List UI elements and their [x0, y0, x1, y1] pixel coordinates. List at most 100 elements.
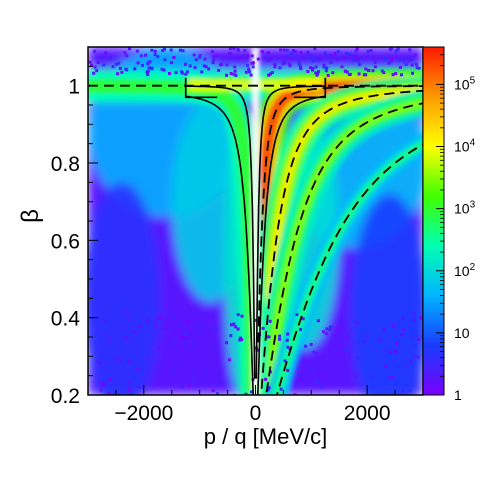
- noise-pixel: [232, 73, 236, 76]
- noise-pixel: [152, 350, 155, 354]
- noise-pixel: [413, 354, 417, 358]
- noise-pixel: [283, 61, 287, 65]
- noise-pixel: [333, 51, 337, 55]
- noise-pixel: [228, 51, 232, 55]
- noise-pixel: [396, 47, 400, 51]
- noise-pixel: [373, 65, 377, 69]
- noise-pixel: [342, 56, 346, 60]
- noise-pixel: [173, 331, 177, 335]
- noise-pixel: [400, 73, 403, 77]
- noise-pixel: [336, 56, 340, 60]
- noise-pixel: [365, 331, 369, 335]
- noise-pixel: [250, 54, 254, 58]
- noise-pixel: [99, 388, 103, 392]
- noise-pixel: [299, 51, 303, 55]
- noise-pixel: [407, 59, 411, 63]
- noise-pixel: [173, 340, 177, 343]
- noise-pixel: [305, 52, 309, 56]
- noise-pixel: [391, 73, 395, 77]
- noise-pixel: [126, 318, 130, 322]
- noise-pixel: [172, 369, 176, 373]
- noise-pixel: [173, 344, 176, 348]
- noise-pixel: [401, 389, 405, 393]
- noise-pixel: [118, 66, 122, 70]
- noise-pixel: [100, 381, 104, 385]
- noise-pixel: [122, 326, 126, 330]
- y-axis: 0.2 0.4 0.6 0.8 1: [51, 65, 98, 408]
- noise-pixel: [315, 380, 319, 384]
- noise-pixel: [228, 47, 232, 51]
- noise-pixel: [145, 318, 149, 322]
- noise-pixel: [117, 357, 121, 361]
- noise-pixel: [180, 70, 184, 74]
- noise-pixel: [344, 51, 348, 55]
- colorbar: 1 10 102 103 104 105: [422, 46, 476, 403]
- noise-pixel: [202, 328, 206, 332]
- noise-pixel: [410, 58, 414, 61]
- noise-pixel: [184, 72, 188, 76]
- noise-pixel: [369, 49, 373, 53]
- colorbar-tick-label: 103: [454, 200, 476, 217]
- noise-pixel: [341, 364, 345, 368]
- noise-pixel: [193, 381, 197, 385]
- y-tick-label: 0.6: [51, 230, 80, 253]
- noise-pixel: [103, 377, 107, 381]
- noise-pixel: [127, 381, 131, 385]
- noise-pixel: [117, 61, 121, 65]
- noise-pixel: [215, 54, 219, 58]
- noise-pixel: [356, 57, 360, 60]
- noise-pixel: [207, 67, 211, 71]
- noise-pixel: [396, 364, 400, 368]
- noise-pixel: [288, 64, 292, 68]
- noise-pixel: [169, 48, 173, 52]
- noise-pixel: [211, 61, 215, 64]
- noise-pixel: [264, 377, 268, 381]
- noise-pixel: [135, 49, 139, 53]
- noise-pixel: [295, 54, 299, 58]
- noise-pixel: [178, 349, 182, 353]
- noise-pixel: [350, 55, 354, 59]
- x-tick-label: 0: [250, 402, 262, 425]
- noise-pixel: [313, 47, 317, 51]
- noise-pixel: [319, 58, 323, 62]
- noise-pixel: [232, 322, 236, 326]
- noise-pixel: [357, 72, 361, 76]
- noise-pixel: [395, 341, 399, 345]
- noise-pixel: [304, 344, 308, 348]
- noise-pixel: [150, 48, 154, 52]
- noise-pixel: [158, 320, 161, 324]
- noise-pixel: [179, 343, 183, 347]
- noise-pixel: [408, 389, 412, 393]
- noise-pixel: [181, 49, 185, 53]
- negative-band: [88, 79, 261, 395]
- noise-pixel: [324, 69, 328, 73]
- noise-pixel: [236, 327, 240, 331]
- noise-pixel: [127, 360, 131, 363]
- noise-pixel: [343, 348, 347, 352]
- noise-pixel: [337, 350, 341, 354]
- noise-pixel: [112, 357, 116, 360]
- noise-pixel: [404, 62, 408, 66]
- noise-pixel: [184, 332, 188, 336]
- noise-pixel: [417, 338, 421, 341]
- noise-pixel: [312, 373, 316, 377]
- noise-pixel: [185, 357, 188, 361]
- noise-pixel: [348, 52, 352, 56]
- noise-pixel: [316, 319, 320, 323]
- noise-pixel: [238, 56, 242, 59]
- noise-pixel: [150, 66, 154, 70]
- noise-pixel: [410, 63, 414, 67]
- noise-pixel: [118, 360, 122, 364]
- noise-pixel: [103, 318, 106, 322]
- noise-pixel: [212, 55, 216, 59]
- noise-pixel: [314, 71, 318, 75]
- noise-pixel: [229, 323, 233, 327]
- noise-pixel: [355, 47, 359, 51]
- noise-pixel: [229, 334, 233, 338]
- noise-pixel: [286, 332, 290, 336]
- noise-pixel: [266, 51, 270, 55]
- noise-pixel: [218, 377, 222, 381]
- noise-pixel: [351, 58, 355, 62]
- noise-pixel: [390, 47, 393, 51]
- colorbar-tick-label: 102: [454, 262, 476, 279]
